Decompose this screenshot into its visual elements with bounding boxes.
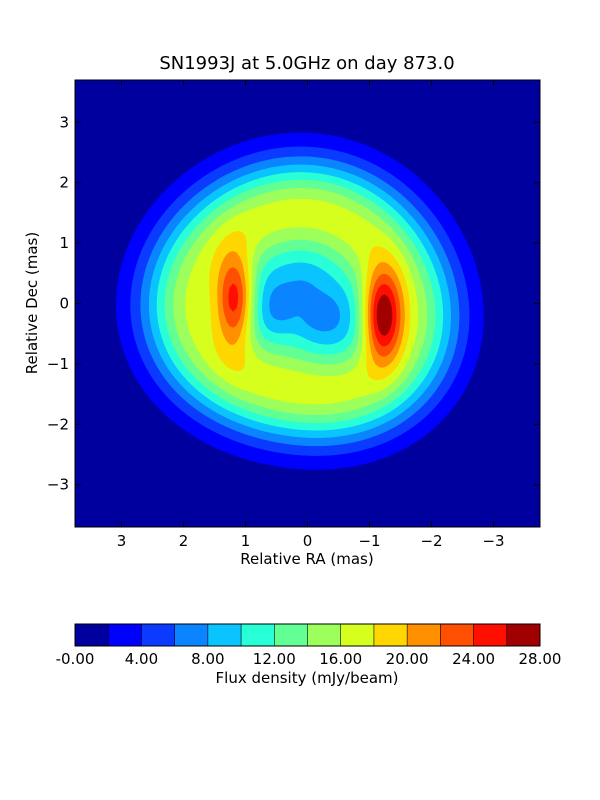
colorbar-swatch: [174, 624, 209, 646]
y-tick-label: −3: [47, 476, 69, 494]
colorbar-swatch: [340, 624, 375, 646]
colorbar-swatch: [274, 624, 308, 646]
chart-title: SN1993J at 5.0GHz on day 873.0: [159, 53, 454, 74]
x-tick-label: 3: [117, 532, 127, 550]
colorbar-label: Flux density (mJy/beam): [216, 669, 399, 687]
colorbar-tick-label: 28.00: [519, 650, 562, 668]
y-axis-ticks: −3 −2 −1 0 1 2 3: [47, 113, 540, 494]
colorbar-tick-label: 12.00: [253, 650, 296, 668]
x-axis-ticks: 3 2 1 0 −1 −2 −3: [117, 80, 505, 550]
colorbar-tick-label: 24.00: [452, 650, 495, 668]
contour-level-26: [376, 294, 393, 337]
colorbar-tick-label: -0.00: [56, 650, 95, 668]
colorbar-swatch: [75, 624, 109, 646]
y-tick-label: 2: [59, 174, 69, 192]
y-axis-label: Relative Dec (mas): [23, 232, 41, 374]
colorbar-tick-label: 8.00: [191, 650, 224, 668]
colorbar-swatch: [506, 624, 541, 646]
x-tick-label: 1: [241, 532, 251, 550]
y-tick-label: 3: [59, 113, 69, 131]
colorbar-swatch: [108, 624, 142, 646]
x-axis-label: Relative RA (mas): [240, 550, 373, 568]
colorbar-tick-label: 20.00: [386, 650, 429, 668]
colorbar-tick-label: 16.00: [319, 650, 362, 668]
contour-plot: [75, 80, 540, 527]
colorbar-swatch: [141, 624, 176, 646]
colorbar-ticks: -0.00 4.00 8.00 12.00 16.00 20.00 24.00 28.00: [56, 650, 562, 668]
y-tick-label: −1: [47, 355, 69, 373]
colorbar-frame: [74, 623, 541, 647]
colorbar-swatch: [207, 624, 242, 646]
colorbar-swatch: [241, 624, 275, 646]
colorbar-swatch: [307, 624, 342, 646]
colorbar: [75, 624, 541, 646]
y-tick-label: 1: [59, 234, 69, 252]
x-tick-label: −1: [358, 532, 380, 550]
colorbar-swatch: [473, 624, 508, 646]
y-tick-label: −2: [47, 415, 69, 433]
x-tick-label: −2: [420, 532, 442, 550]
colorbar-swatch: [373, 624, 408, 646]
y-tick-label: 0: [59, 295, 69, 313]
x-tick-label: −3: [482, 532, 504, 550]
colorbar-swatch: [440, 624, 475, 646]
x-tick-label: 0: [303, 532, 313, 550]
x-tick-label: 2: [179, 532, 189, 550]
colorbar-tick-label: 4.00: [125, 650, 158, 668]
colorbar-swatch: [407, 624, 441, 646]
